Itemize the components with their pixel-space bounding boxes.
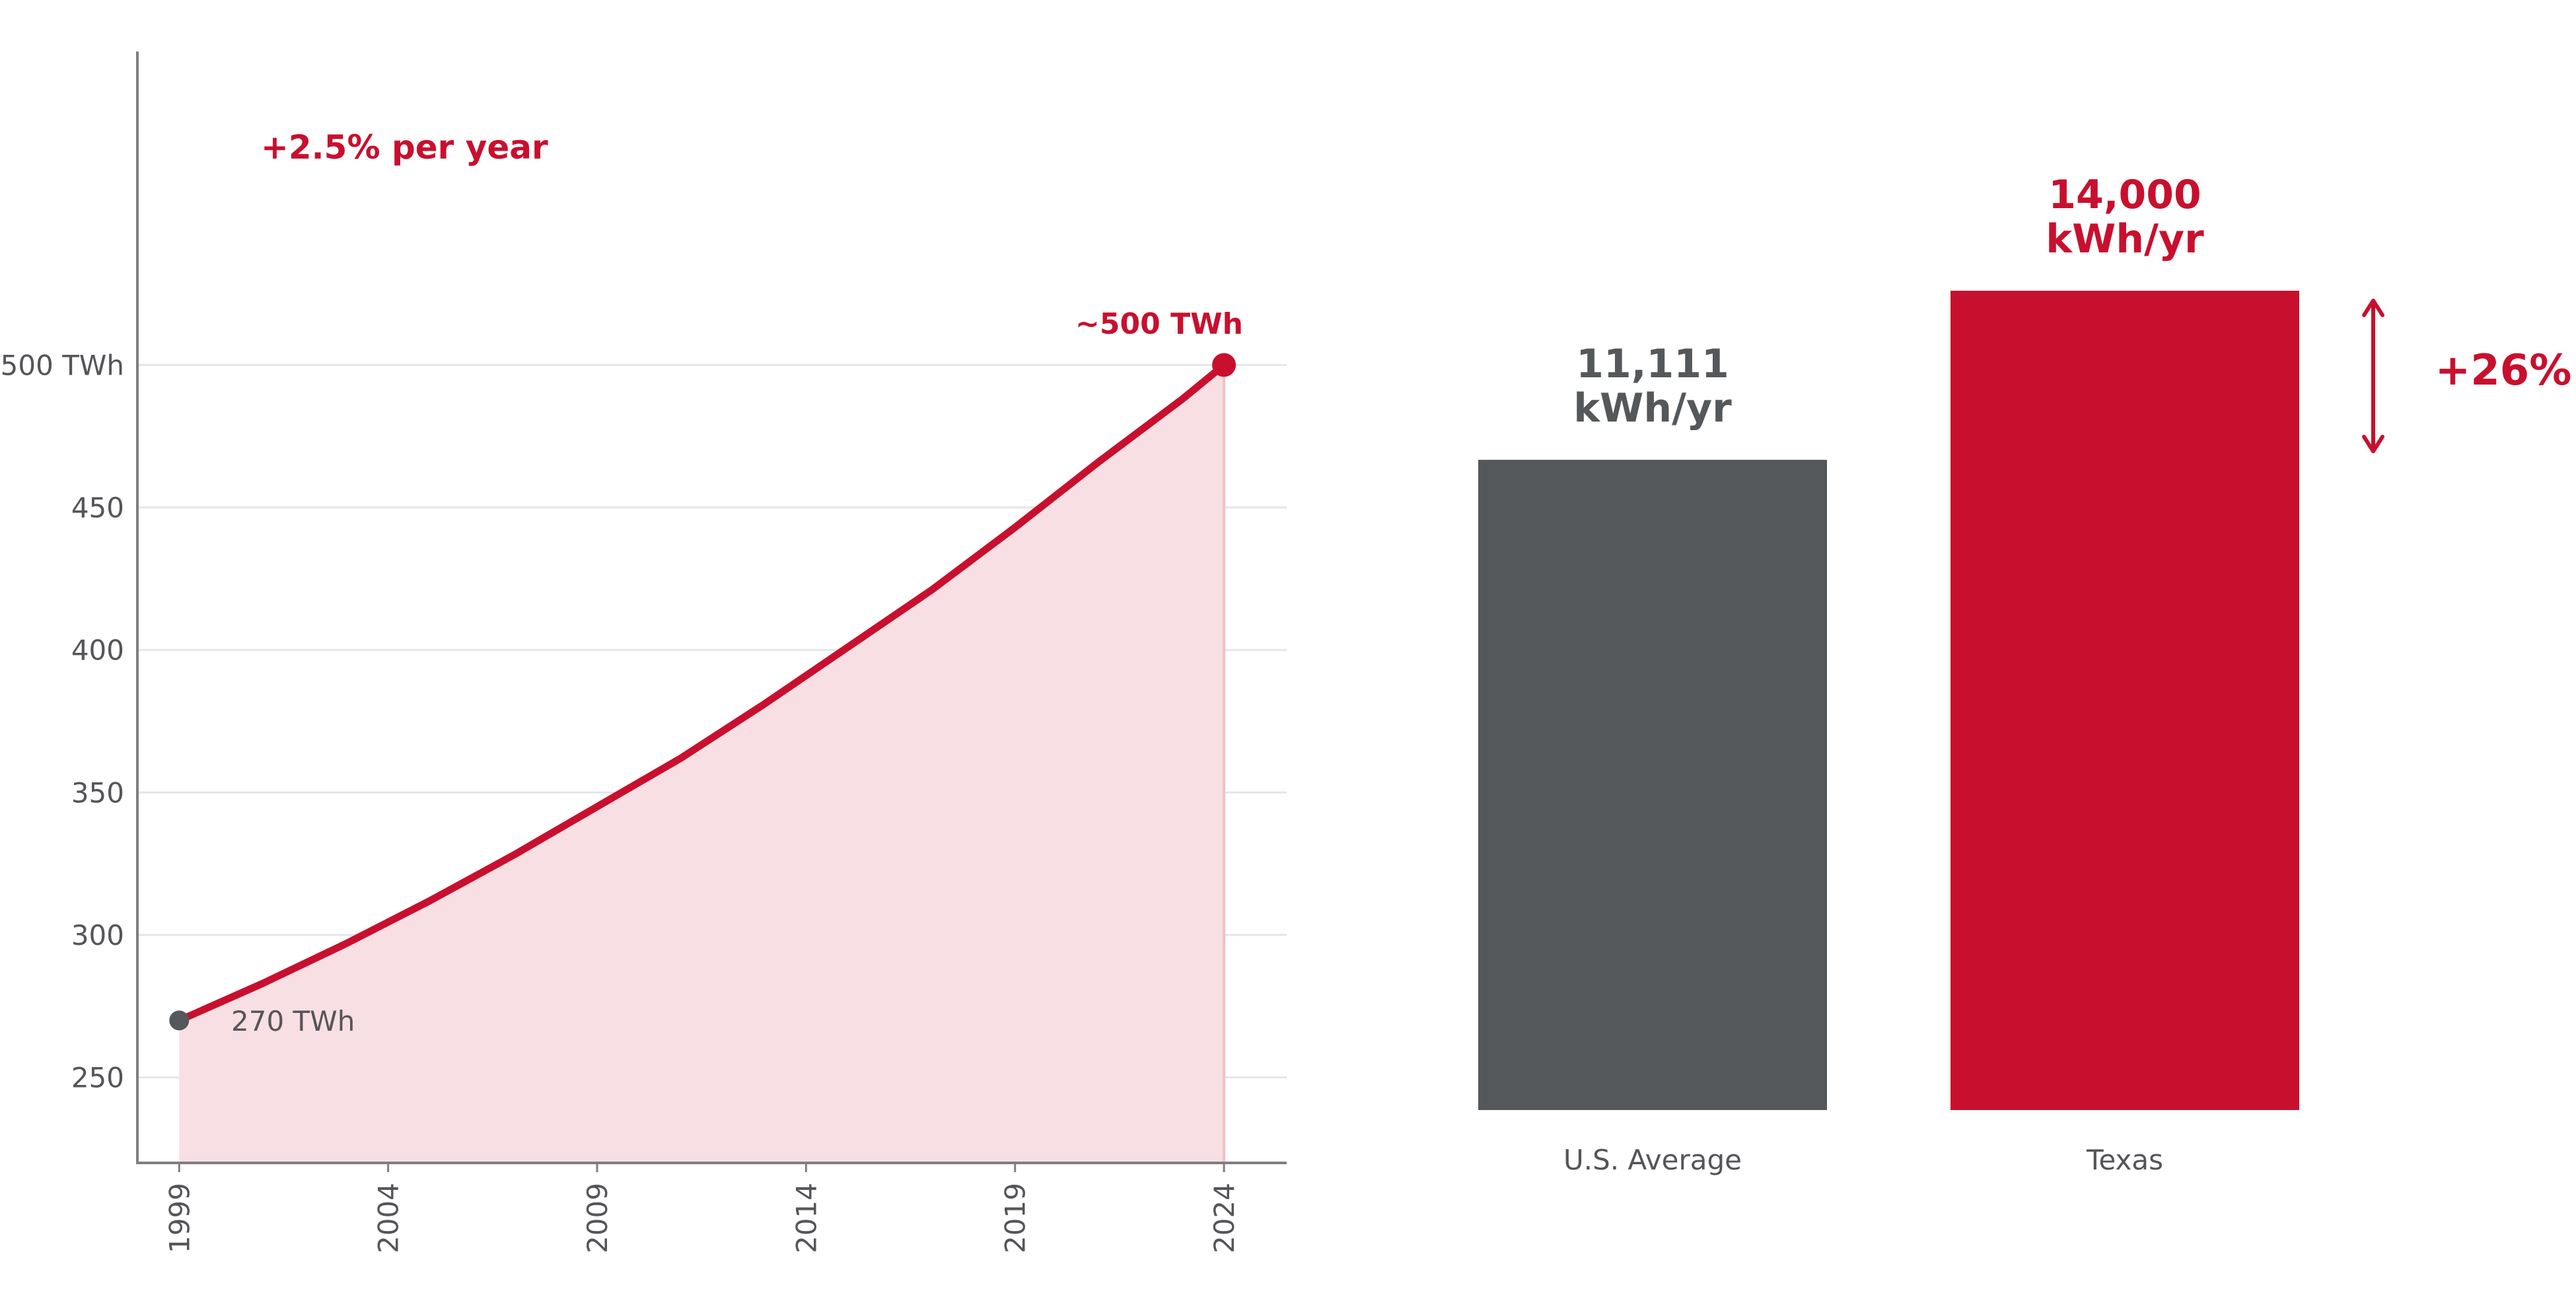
x-tick-label: 2014 [790, 1183, 822, 1253]
bar-chart: U.S. Average11,111kWh/yrTexas14,000kWh/y… [1478, 172, 2299, 1176]
growth-rate-annotation: +2.5% per year [261, 128, 548, 167]
bar-category-label: U.S. Average [1563, 1144, 1742, 1176]
x-tick-label: 2009 [581, 1183, 614, 1253]
start-value-label: 270 TWh [231, 1005, 355, 1037]
bar-texas [1950, 291, 2299, 1110]
arrow-head-up [2362, 299, 2384, 317]
axis-lines [136, 52, 1287, 1164]
y-tick-label: 450 [71, 492, 124, 524]
line-chart-axes [136, 52, 1287, 1164]
y-tick-label: 350 [71, 776, 124, 809]
bar-value-label: 11,111 [1576, 341, 1729, 387]
x-tick-label: 2004 [373, 1183, 405, 1253]
consumption-line [175, 361, 1228, 1024]
x-tick-label: 2024 [1208, 1183, 1240, 1253]
x-tick-label: 2019 [999, 1183, 1032, 1253]
x-tick-label: 1999 [163, 1183, 196, 1253]
y-tick-label: 400 [71, 634, 124, 667]
y-tick-label: 250 [71, 1062, 124, 1094]
bar-unit-label: kWh/yr [1573, 385, 1732, 431]
arrow-head-down [2362, 435, 2384, 453]
start-point [169, 1010, 190, 1031]
area-fill [179, 365, 1225, 1163]
bar-us-average [1478, 459, 1827, 1110]
end-point [1212, 353, 1236, 377]
y-tick-label: 300 [71, 919, 124, 951]
y-tick-label: 500 TWh [1, 349, 124, 381]
bar-unit-label: kWh/yr [2046, 216, 2204, 262]
line-chart-ticks: 250 300 350 400 450 500 TWh 1999 2004 2009 2014 20… [1, 349, 1240, 1253]
bar-category-label: Texas [2086, 1144, 2163, 1176]
end-value-label: ~500 TWh [1075, 307, 1243, 341]
bar-value-label: 14,000 [2048, 172, 2201, 218]
line-chart-endpoints [169, 353, 1236, 1031]
difference-label: +26% [2435, 346, 2572, 395]
difference-arrow [2362, 299, 2384, 453]
